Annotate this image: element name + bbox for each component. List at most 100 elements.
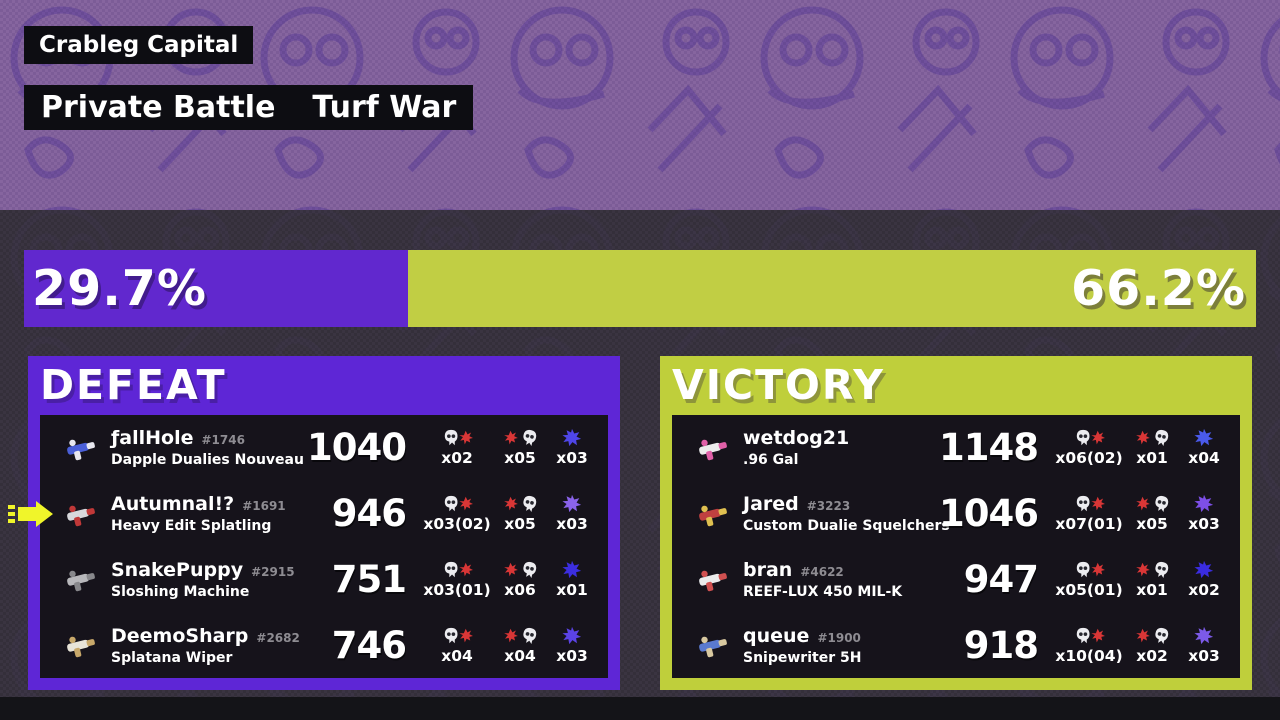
splatted-icon [503,496,536,513]
splats-stat: x02 [420,428,494,467]
splatted-stat: x01 [1126,560,1178,599]
weapon-name: Snipewriter 5H [743,649,862,666]
splatted-stat: x05 [494,428,546,467]
stage-name: Crableg Capital [39,32,239,58]
special-stat: x04 [1178,428,1230,467]
player-name: Jared [743,493,799,516]
victory-label: VICTORY [672,361,885,409]
player-info: Jared #3223 Custom Dualie Squelchers [743,493,950,535]
splats-count: x06(02) [1055,449,1123,468]
splatted-count: x05 [1136,515,1168,534]
special-weapon-icon [1194,495,1214,513]
player-row[interactable]: Jared #3223 Custom Dualie Squelchers 104… [672,481,1240,547]
player-tag: #2682 [256,630,300,645]
weapon-icon [67,571,95,592]
splatted-stat: x06 [494,560,546,599]
player-row[interactable]: queue #1900 Snipewriter 5H 918 x10(04) [672,612,1240,678]
weapon-name: .96 Gal [743,452,799,469]
turf-points: 1046 [939,492,1039,536]
special-stat: x03 [546,626,598,665]
player-row[interactable]: bran #4622 REEF-LUX 450 MIL-K 947 x05(01… [672,547,1240,613]
player-row[interactable]: wetdog21 .96 Gal 1148 x06(02) x01 [672,415,1240,481]
splatted-stat: x02 [1126,626,1178,665]
splatted-count: x05 [504,449,536,468]
player-row[interactable]: SnakePuppy #2915 Sloshing Machine 751 x0… [40,547,608,613]
splatted-stat: x05 [494,494,546,533]
stage-name-badge: Crableg Capital [24,26,254,64]
player-row[interactable]: ƒallHole #1746 Dapple Dualies Nouveau 10… [40,415,608,481]
special-weapon-icon [1194,560,1214,579]
special-weapon-icon [562,560,582,579]
weapon-icon [699,439,727,461]
splats-icon [444,627,473,643]
splatted-icon [503,430,536,447]
splats-stat: x10(04) [1052,626,1126,665]
turf-points: 746 [331,623,407,667]
turf-points: 946 [331,492,407,536]
player-info: ƒallHole #1746 Dapple Dualies Nouveau [111,427,304,468]
special-weapon-icon [562,495,582,513]
splats-icon [1076,627,1105,643]
weapon-name: Custom Dualie Squelchers [743,518,950,535]
player-name: DeemoSharp [111,624,249,647]
splatted-stat: x05 [1126,494,1178,533]
special-count: x03 [556,449,588,468]
weapon-name: Splatana Wiper [111,649,233,666]
battle-type: Private Battle [41,90,276,125]
splats-count: x04 [441,646,473,665]
player-row[interactable]: DeemoSharp #2682 Splatana Wiper 746 x04 [40,612,608,678]
defeat-label: DEFEAT [40,361,227,409]
splatted-icon [1135,496,1168,513]
player-info: queue #1900 Snipewriter 5H [743,625,920,666]
player-info: Autumnal!? #1691 Heavy Edit Splatling [111,493,288,534]
splats-stat: x06(02) [1052,428,1126,467]
player-tag: #1746 [201,433,245,448]
player-info: SnakePuppy #2915 Sloshing Machine [111,559,295,600]
splats-count: x10(04) [1055,646,1123,665]
special-weapon-icon [1194,626,1214,644]
losing-team-bar: 29.7% [24,250,408,327]
special-stat: x01 [546,560,598,599]
special-count: x03 [556,515,588,534]
special-weapon-icon [562,429,582,447]
you-indicator-arrow [8,500,53,527]
splatted-count: x04 [504,646,536,665]
defeat-panel: DEFEAT ƒallHole #1746 Dapple Dual [8,356,620,690]
turf-points: 1040 [307,426,407,470]
splatted-icon [1135,627,1168,644]
special-weapon-icon [562,626,582,644]
turf-points: 1148 [939,426,1039,470]
splatted-count: x02 [1136,646,1168,665]
splats-stat: x07(01) [1052,494,1126,533]
special-weapon-icon [1194,429,1214,447]
weapon-icon [699,571,727,592]
splats-count: x05(01) [1055,580,1123,599]
splats-stat: x03(02) [420,494,494,533]
weapon-icon [699,636,727,658]
weapon-name: REEF-LUX 450 MIL-K [743,583,903,600]
special-stat: x03 [546,494,598,533]
splatted-count: x01 [1136,580,1168,599]
player-tag: #4622 [800,564,844,579]
weapon-icon [699,505,727,526]
player-tag: #2915 [251,564,295,579]
splatted-stat: x04 [494,626,546,665]
winning-team-bar: 66.2% [408,250,1256,327]
losing-team-percent: 29.7% [32,260,207,317]
splats-count: x03(02) [423,515,491,534]
player-info: wetdog21 .96 Gal [743,427,920,468]
splats-count: x07(01) [1055,515,1123,534]
splats-stat: x03(01) [420,560,494,599]
turf-points: 947 [963,557,1039,601]
weapon-name: Sloshing Machine [111,583,250,600]
splats-icon [1076,561,1105,578]
splats-icon [1076,495,1105,512]
player-tag: #1900 [817,630,861,645]
special-stat: x03 [546,428,598,467]
special-count: x01 [556,580,588,599]
player-row[interactable]: Autumnal!? #1691 Heavy Edit Splatling 94… [8,481,608,547]
splats-count: x03(01) [423,580,491,599]
splats-icon [1076,430,1105,446]
splatted-icon [503,561,536,578]
mode-badge: Private Battle Turf War [24,85,474,130]
